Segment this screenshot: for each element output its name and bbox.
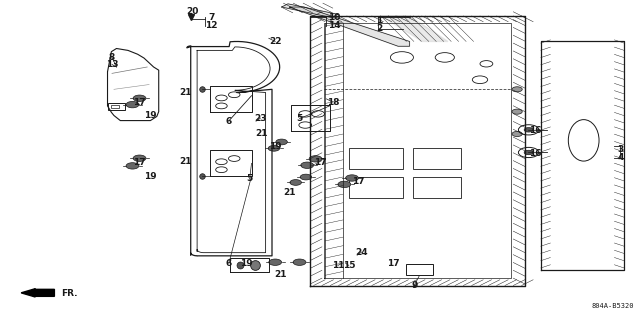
Circle shape	[512, 131, 522, 137]
Circle shape	[512, 109, 522, 114]
Text: 21: 21	[179, 157, 192, 166]
Bar	[413, 177, 461, 198]
Circle shape	[301, 162, 314, 168]
Text: 8: 8	[109, 53, 115, 62]
Text: 12: 12	[205, 21, 218, 30]
Bar	[349, 148, 403, 169]
Circle shape	[126, 101, 139, 108]
Circle shape	[524, 150, 533, 155]
Text: 1: 1	[376, 16, 382, 25]
Text: 9: 9	[412, 281, 418, 290]
Circle shape	[338, 181, 351, 188]
Text: 6: 6	[226, 259, 232, 268]
Text: 17: 17	[133, 98, 146, 107]
Text: 19: 19	[144, 172, 157, 181]
Text: 5: 5	[246, 174, 253, 183]
Text: 21: 21	[274, 270, 287, 279]
Text: 18: 18	[326, 98, 339, 107]
Circle shape	[300, 174, 312, 180]
Text: 804A-B5320: 804A-B5320	[591, 303, 634, 308]
Circle shape	[269, 259, 282, 265]
Text: 5: 5	[296, 114, 303, 122]
Bar	[111, 105, 119, 108]
Text: 2: 2	[376, 24, 382, 33]
Circle shape	[524, 128, 533, 132]
Text: 24: 24	[355, 248, 368, 256]
Polygon shape	[289, 7, 410, 46]
Text: 17: 17	[387, 259, 400, 268]
Text: FR.: FR.	[61, 289, 78, 298]
Text: 3: 3	[618, 145, 624, 154]
Text: 4: 4	[618, 153, 624, 162]
Text: 11: 11	[332, 261, 344, 270]
Circle shape	[512, 87, 522, 92]
Circle shape	[346, 175, 358, 181]
Circle shape	[268, 145, 280, 151]
Text: 19: 19	[144, 111, 157, 120]
Text: 17: 17	[352, 177, 365, 186]
Bar	[108, 103, 125, 110]
Polygon shape	[282, 4, 338, 18]
Polygon shape	[381, 16, 448, 41]
Bar	[349, 177, 403, 198]
Circle shape	[276, 139, 287, 145]
Bar	[413, 148, 461, 169]
Bar	[406, 264, 433, 275]
Text: 13: 13	[106, 60, 118, 69]
Circle shape	[309, 156, 322, 162]
Text: 6: 6	[226, 117, 232, 126]
Text: 14: 14	[328, 21, 340, 30]
Text: 21: 21	[284, 189, 296, 197]
Circle shape	[126, 163, 139, 169]
Text: 17: 17	[314, 158, 326, 167]
Text: 7: 7	[208, 13, 214, 22]
FancyArrow shape	[21, 289, 54, 297]
Text: 16: 16	[529, 149, 541, 158]
Text: 23: 23	[254, 114, 267, 122]
Circle shape	[293, 259, 306, 265]
Circle shape	[133, 95, 146, 101]
Text: 16: 16	[529, 126, 541, 135]
Text: 15: 15	[342, 261, 355, 270]
Text: 19: 19	[269, 142, 282, 151]
Text: 22: 22	[269, 37, 282, 46]
Text: 19: 19	[240, 259, 253, 268]
Text: 20: 20	[186, 7, 198, 16]
Circle shape	[133, 155, 146, 161]
Text: 17: 17	[133, 158, 146, 167]
Text: 21: 21	[255, 130, 268, 138]
Text: 21: 21	[179, 88, 192, 97]
Text: 10: 10	[328, 13, 340, 22]
Circle shape	[290, 180, 301, 185]
